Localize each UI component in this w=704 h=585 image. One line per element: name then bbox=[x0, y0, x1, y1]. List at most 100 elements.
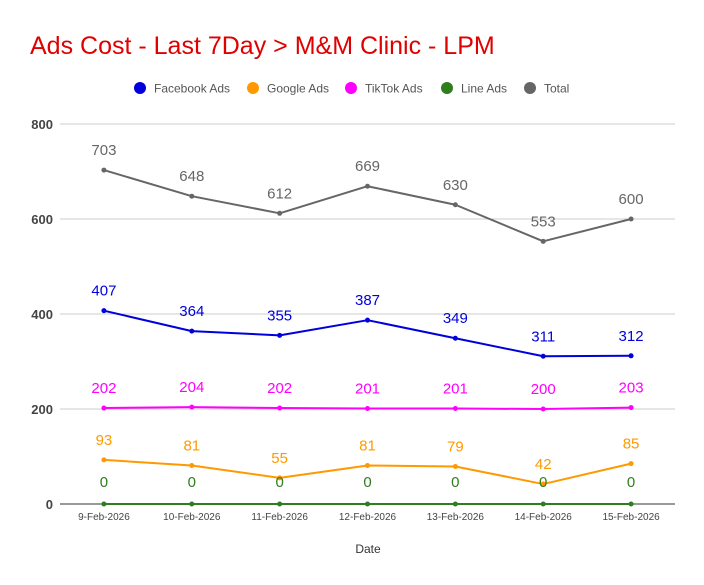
data-label: 81 bbox=[183, 438, 200, 455]
data-point[interactable] bbox=[628, 461, 634, 467]
data-label: 364 bbox=[179, 303, 204, 320]
data-label: 201 bbox=[443, 381, 468, 398]
data-label: 355 bbox=[267, 307, 292, 324]
data-point[interactable] bbox=[189, 193, 195, 199]
data-label: 0 bbox=[100, 474, 108, 491]
y-tick-label: 800 bbox=[31, 117, 53, 132]
x-tick-label: 9-Feb-2026 bbox=[78, 512, 130, 523]
data-point[interactable] bbox=[189, 404, 195, 410]
legend-marker-icon bbox=[524, 82, 536, 94]
data-point[interactable] bbox=[628, 405, 634, 411]
data-label: 600 bbox=[619, 191, 644, 208]
y-tick-label: 600 bbox=[31, 212, 53, 227]
series-lines bbox=[101, 167, 634, 507]
data-label: 202 bbox=[91, 380, 116, 397]
legend-marker-icon bbox=[441, 82, 453, 94]
data-label: 0 bbox=[627, 474, 635, 491]
data-label: 669 bbox=[355, 158, 380, 175]
data-label: 79 bbox=[447, 438, 464, 455]
data-point[interactable] bbox=[452, 501, 458, 507]
data-label: 312 bbox=[619, 328, 644, 345]
legend: Facebook Ads Google Ads TikTok Ads Line Ads… bbox=[134, 82, 569, 96]
data-point[interactable] bbox=[277, 475, 283, 481]
data-label: 553 bbox=[531, 213, 556, 230]
legend-marker-icon bbox=[247, 82, 259, 94]
data-label: 42 bbox=[535, 456, 552, 473]
legend-item[interactable]: Total bbox=[524, 82, 569, 96]
data-label: 0 bbox=[451, 474, 459, 491]
y-tick-label: 200 bbox=[31, 402, 53, 417]
data-label: 85 bbox=[623, 436, 640, 453]
data-labels: 0 0 0 0 0 0 0 93 81 55 81 79 42 85 202 204 202 201 201 200 2… bbox=[91, 142, 643, 491]
data-point[interactable] bbox=[540, 501, 546, 507]
data-point[interactable] bbox=[540, 406, 546, 412]
data-point[interactable] bbox=[452, 463, 458, 469]
data-point[interactable] bbox=[277, 332, 283, 338]
data-point[interactable] bbox=[365, 183, 370, 189]
x-tick-label: 15-Feb-2026 bbox=[602, 512, 660, 523]
data-label: 203 bbox=[619, 380, 644, 397]
data-label: 387 bbox=[355, 292, 380, 309]
data-point[interactable] bbox=[101, 167, 107, 173]
data-point[interactable] bbox=[365, 463, 370, 469]
data-point[interactable] bbox=[540, 238, 546, 244]
legend-label: Facebook Ads bbox=[154, 82, 230, 96]
data-label: 0 bbox=[363, 474, 371, 491]
data-point[interactable] bbox=[452, 202, 458, 208]
legend-label: Total bbox=[544, 82, 569, 96]
data-point[interactable] bbox=[365, 406, 370, 412]
data-label: 202 bbox=[267, 380, 292, 397]
legend-item[interactable]: Facebook Ads bbox=[134, 82, 230, 96]
data-point[interactable] bbox=[277, 405, 283, 411]
data-label: 204 bbox=[179, 379, 204, 396]
legend-item[interactable]: TikTok Ads bbox=[345, 82, 423, 96]
data-label: 612 bbox=[267, 185, 292, 202]
data-label: 349 bbox=[443, 310, 468, 327]
data-point[interactable] bbox=[277, 210, 283, 216]
data-label: 0 bbox=[539, 474, 547, 491]
x-axis-ticks: 9-Feb-2026 10-Feb-2026 11-Feb-2026 12-Feb-2… bbox=[78, 512, 660, 523]
chart-title: Ads Cost - Last 7Day > M&M Clinic - LPM bbox=[30, 32, 495, 60]
legend-label: Google Ads bbox=[267, 82, 329, 96]
x-tick-label: 11-Feb-2026 bbox=[251, 512, 308, 523]
data-label: 0 bbox=[188, 474, 196, 491]
legend-marker-icon bbox=[134, 82, 146, 94]
data-point[interactable] bbox=[452, 406, 458, 412]
data-point[interactable] bbox=[365, 501, 370, 507]
legend-item[interactable]: Google Ads bbox=[247, 82, 329, 96]
legend-label: TikTok Ads bbox=[365, 82, 423, 96]
y-tick-label: 400 bbox=[31, 307, 53, 322]
x-tick-label: 12-Feb-2026 bbox=[339, 512, 397, 523]
data-point[interactable] bbox=[189, 328, 195, 334]
data-point[interactable] bbox=[101, 501, 107, 507]
data-point[interactable] bbox=[540, 481, 546, 487]
data-point[interactable] bbox=[452, 335, 458, 341]
y-axis-ticks: 0 200 400 600 800 bbox=[31, 117, 53, 512]
data-point[interactable] bbox=[189, 501, 195, 507]
data-label: 648 bbox=[179, 168, 204, 185]
data-point[interactable] bbox=[277, 501, 283, 507]
data-point[interactable] bbox=[101, 457, 107, 463]
legend-item[interactable]: Line Ads bbox=[441, 82, 507, 96]
data-point[interactable] bbox=[628, 216, 634, 222]
data-point[interactable] bbox=[189, 463, 195, 469]
data-label: 81 bbox=[359, 438, 376, 455]
data-label: 0 bbox=[275, 474, 283, 491]
data-point[interactable] bbox=[101, 308, 107, 314]
y-tick-label: 0 bbox=[46, 497, 53, 512]
data-label: 200 bbox=[531, 381, 556, 398]
data-label: 407 bbox=[91, 283, 116, 300]
data-label: 93 bbox=[96, 432, 113, 449]
data-point[interactable] bbox=[540, 353, 546, 359]
data-point[interactable] bbox=[101, 405, 107, 411]
data-label: 201 bbox=[355, 381, 380, 398]
data-label: 703 bbox=[91, 142, 116, 159]
data-point[interactable] bbox=[628, 353, 634, 359]
legend-label: Line Ads bbox=[461, 82, 507, 96]
data-label: 630 bbox=[443, 177, 468, 194]
data-point[interactable] bbox=[628, 501, 634, 507]
data-point[interactable] bbox=[365, 317, 370, 323]
x-tick-label: 14-Feb-2026 bbox=[515, 512, 573, 523]
